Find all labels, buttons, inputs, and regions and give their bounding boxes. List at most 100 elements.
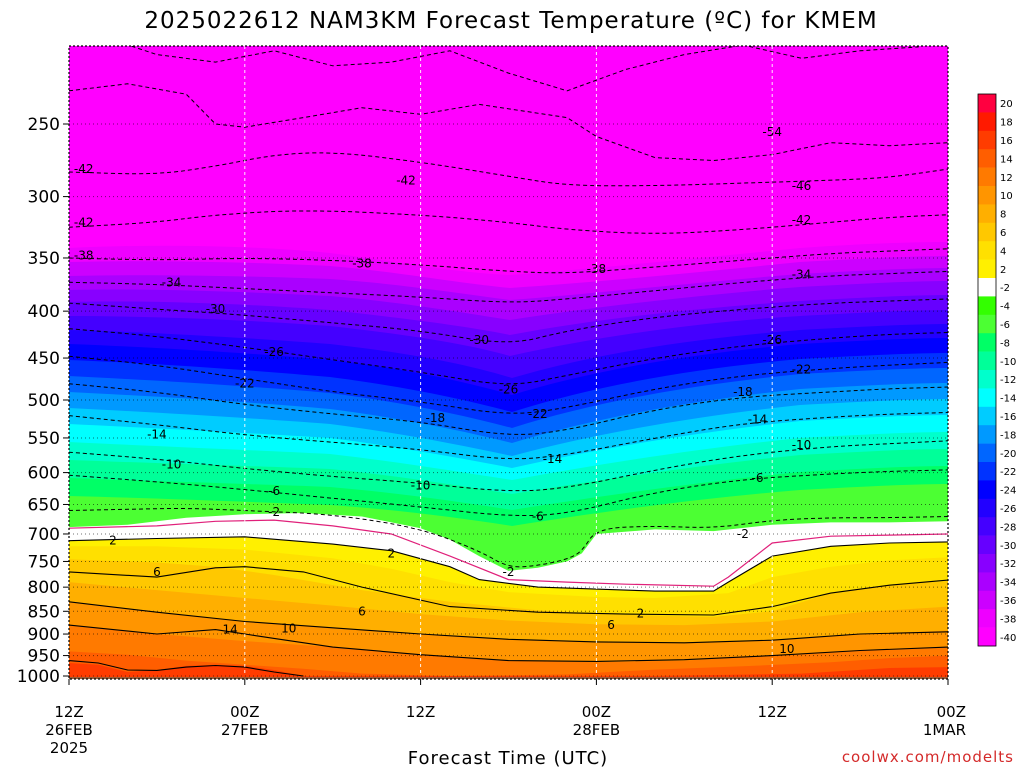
ground: [69, 677, 948, 679]
colorbar-swatch: [978, 609, 996, 628]
colorbar-swatch: [978, 627, 996, 647]
colorbar-label: -2: [1000, 283, 1010, 294]
colorbar-label: 8: [1000, 210, 1006, 221]
colorbar-label: -6: [1000, 320, 1010, 331]
x-tick-label: 2025: [50, 739, 88, 757]
isotherm-plus14: [69, 624, 948, 662]
isotherm-minus26: [69, 328, 948, 385]
y-tick-label: 900: [28, 625, 60, 645]
colorbar-label: 16: [1000, 136, 1013, 147]
warm-band-plus14: [69, 651, 948, 679]
contour-label: -10: [162, 458, 182, 472]
colorbar-swatch: [978, 204, 996, 224]
contour-label: -30: [469, 333, 489, 347]
colorbar-label: -10: [1000, 357, 1016, 368]
colorbar-label: -38: [1000, 614, 1016, 625]
chart-title: 2025022612 NAM3KM Forecast Temperature (…: [144, 8, 877, 34]
contour-labels: -54-46-42-42-42-42-38-38 -38-34-34-30-30-…: [74, 125, 812, 656]
colorbar-swatch: [978, 94, 996, 113]
x-tick-label: 00Z: [937, 703, 966, 721]
colorbar-swatch: [978, 535, 996, 555]
colorbar-swatch: [978, 278, 996, 297]
colorbar-label: -26: [1000, 504, 1016, 515]
contour-label: -26: [499, 383, 519, 397]
colorbar-swatch: [978, 370, 996, 389]
y-tick-label: 650: [28, 495, 60, 515]
y-tick-label: 850: [28, 602, 60, 622]
x-tick-label: 00Z: [230, 703, 259, 721]
isotherm-minus2: [69, 508, 948, 568]
contour-label: -26: [762, 333, 782, 347]
x-axis-label: Forecast Time (UTC): [408, 748, 608, 768]
contour-label: -10: [792, 438, 812, 452]
isotherm-minus14: [69, 412, 948, 460]
contour-label: -14: [147, 427, 167, 441]
isotherm-upper-minus46: [69, 83, 948, 162]
colorbar-label: -34: [1000, 578, 1016, 589]
y-tick-label: 600: [28, 464, 60, 484]
colorbar-label: 2: [1000, 265, 1006, 276]
contour-label: -2: [268, 505, 280, 519]
colorbar-label: -36: [1000, 596, 1016, 607]
colorbar-label: 18: [1000, 118, 1013, 129]
contour-label: 6: [358, 604, 366, 618]
colorbar-swatch: [978, 351, 996, 371]
colorbar-swatch: [978, 554, 996, 573]
colorbar-swatch: [978, 167, 996, 187]
contour-label: -6: [752, 471, 764, 485]
colorbar-swatch: [978, 590, 996, 610]
warm-band-plus12: [69, 625, 948, 679]
contour-label: -18: [733, 385, 753, 399]
contour-label: 14: [222, 623, 237, 637]
colorbar-swatch: [978, 296, 996, 316]
contour-label: -18: [425, 411, 445, 425]
contour-label: 2: [109, 534, 117, 548]
colorbar-label: -20: [1000, 449, 1016, 460]
y-axis: 250 300 350 400 450 500 550 600 650 700 750 800 850 9…: [17, 115, 69, 687]
contour-label: -22: [792, 362, 812, 376]
x-tick-label: 27FEB: [221, 721, 268, 739]
isotherm-minus30: [69, 298, 948, 343]
isotherm-minus22: [69, 355, 948, 414]
y-tick-label: 400: [28, 302, 60, 322]
colorbar-label: -18: [1000, 430, 1016, 441]
x-tick-label: 12Z: [758, 703, 787, 721]
contour-label: -34: [162, 275, 182, 289]
colorbar-frame: [977, 93, 997, 647]
contour-label: -42: [396, 173, 416, 187]
colorbar-swatch: [978, 333, 996, 352]
y-tick-label: 550: [28, 429, 60, 449]
contour-label: -14: [748, 412, 768, 426]
y-tick-label: 750: [28, 552, 60, 572]
isotherm-minus10: [69, 440, 948, 492]
contour-label: 6: [153, 565, 161, 579]
colorbar-swatch: [978, 406, 996, 426]
colorbar-label: -28: [1000, 522, 1016, 533]
colorbar-swatch: [978, 425, 996, 444]
colorbar-swatch: [978, 462, 996, 481]
colorbar-label: -30: [1000, 541, 1016, 552]
contour-label: -38: [352, 257, 372, 271]
isotherm-plus10: [69, 601, 948, 644]
colorbar-swatch: [978, 186, 996, 205]
isotherm-contours: [69, 46, 948, 677]
contour-label: -30: [206, 302, 226, 316]
warm-band-plus16: [69, 663, 948, 679]
x-tick-label: 00Z: [582, 703, 611, 721]
contour-label: -38: [74, 249, 94, 263]
contour-label: 2: [637, 607, 645, 621]
colorbar-label: -32: [1000, 559, 1016, 570]
colorbar-label: -40: [1000, 633, 1016, 644]
colorbar-swatch: [978, 314, 996, 334]
contour-label: -42: [74, 162, 94, 176]
contour-label: -22: [528, 407, 548, 421]
contour-label: -14: [543, 452, 563, 466]
contour-label: -26: [264, 345, 284, 359]
colorbar-label: 20: [1000, 99, 1013, 110]
y-tick-label: 800: [28, 578, 60, 598]
contour-label: 10: [281, 621, 296, 635]
y-tick-label: 500: [28, 391, 60, 411]
contour-label: -2: [503, 565, 515, 579]
y-tick-label: 950: [28, 647, 60, 667]
y-tick-label: 350: [28, 249, 60, 269]
